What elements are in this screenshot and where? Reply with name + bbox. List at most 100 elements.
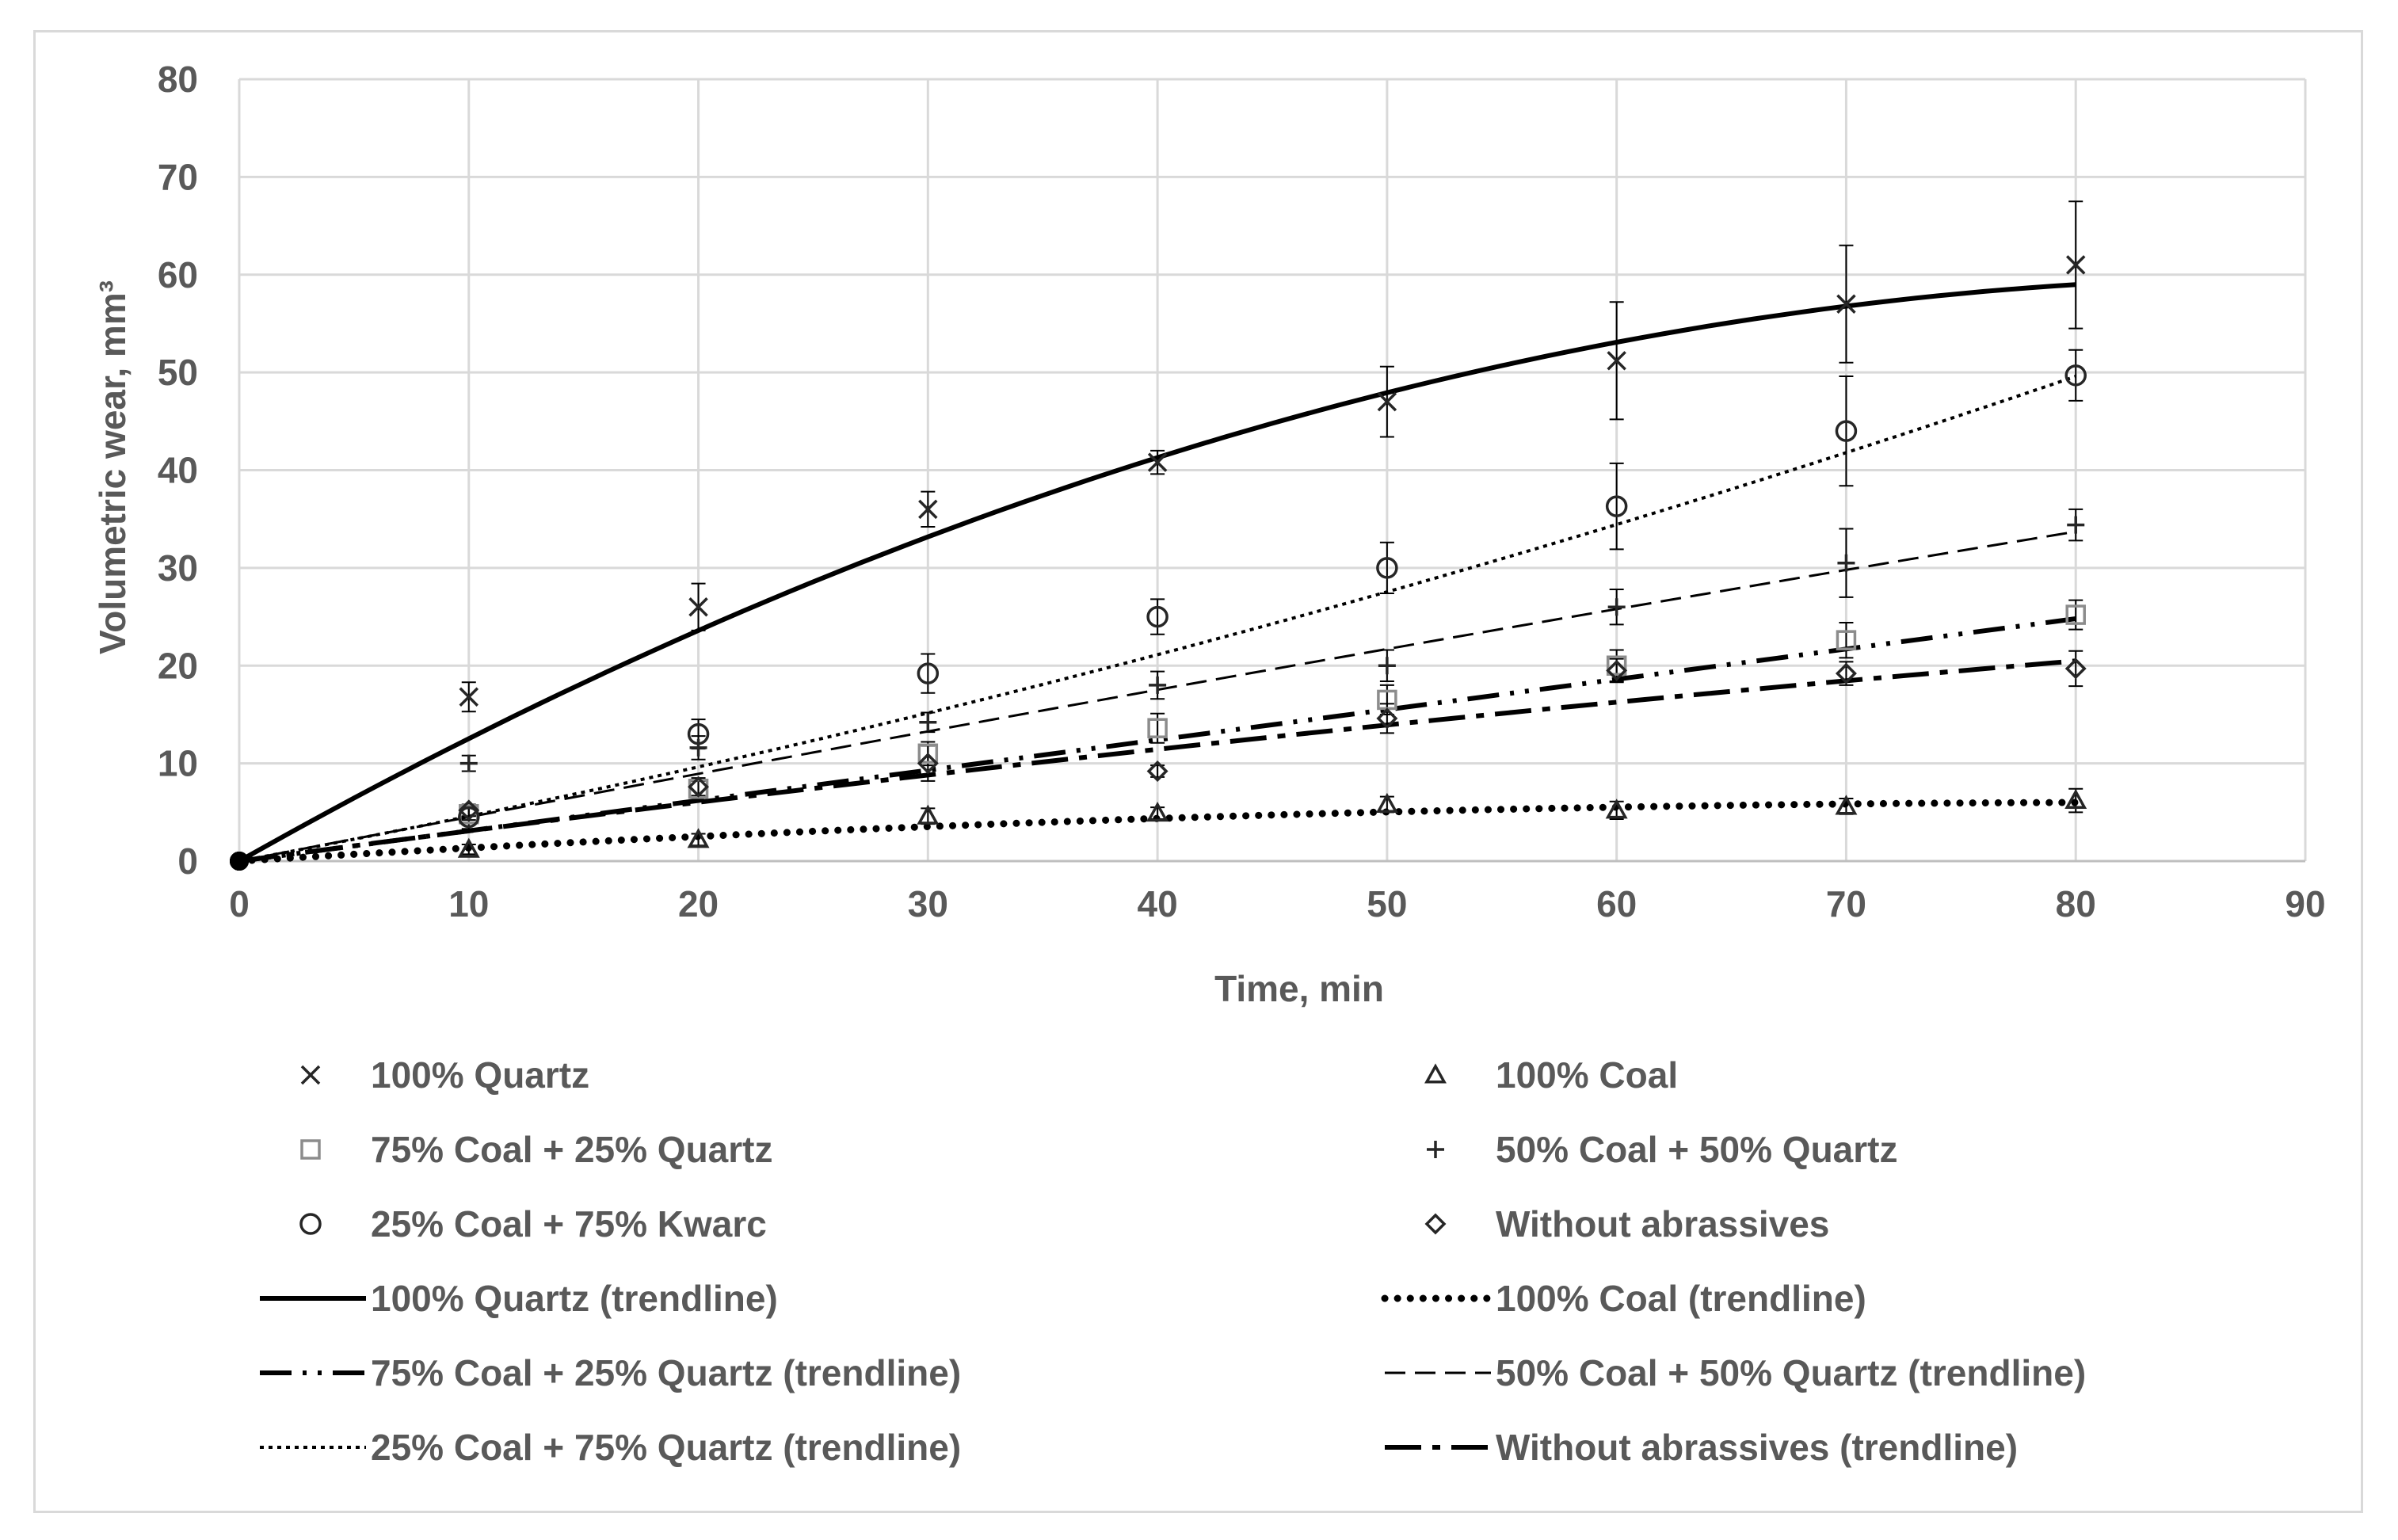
legend-item: Without abrassives (trendline)	[1385, 1427, 2018, 1468]
marker-triangle	[917, 804, 940, 825]
x-tick-label: 50	[1367, 883, 1407, 924]
marker-plus	[1837, 554, 1855, 572]
y-tick-label: 30	[158, 547, 198, 589]
y-tick-label: 20	[158, 645, 198, 686]
y-tick-label: 60	[158, 254, 198, 295]
marker-x	[1836, 294, 1856, 314]
error-bar	[2068, 650, 2083, 688]
marker-circle	[458, 806, 480, 829]
legend-item: 50% Coal + 50% Quartz	[1427, 1129, 1897, 1170]
legend-label: Without abrassives (trendline)	[1496, 1427, 2018, 1468]
marker-x	[1147, 452, 1168, 472]
marker-diamond	[1146, 760, 1169, 782]
marker-plus	[919, 713, 937, 731]
y-axis-title: Volumetric wear, mm³	[92, 280, 133, 654]
error-bar	[2068, 349, 2083, 402]
marker-plus	[1378, 657, 1396, 675]
marker-circle	[1605, 495, 1628, 517]
marker-x	[2065, 255, 2086, 275]
legend-label: 50% Coal + 50% Quartz	[1496, 1129, 1897, 1170]
marker-triangle	[1424, 1063, 1447, 1084]
marker-circle	[1146, 605, 1169, 628]
x-tick-label: 10	[448, 883, 489, 924]
axes	[238, 79, 2305, 863]
marker-triangle	[1146, 801, 1169, 822]
marker-square	[2065, 604, 2086, 625]
marker-diamond	[688, 776, 710, 798]
x-tick-label: 80	[2056, 883, 2096, 924]
marker-circle	[2064, 364, 2087, 387]
data-points	[230, 255, 2087, 871]
marker-triangle	[1835, 795, 1858, 815]
marker-circle	[1835, 420, 1858, 442]
marker-circle	[917, 662, 940, 684]
marker-triangle	[457, 837, 480, 858]
y-tick-label: 10	[158, 743, 198, 784]
marker-circle	[299, 1213, 322, 1235]
legend-item: 100% Coal (trendline)	[1381, 1278, 1866, 1319]
y-tick-label: 80	[158, 59, 198, 100]
x-tick-label: 20	[678, 883, 719, 924]
legend-item: 25% Coal + 75% Kwarc	[299, 1203, 767, 1245]
error-bar	[921, 653, 936, 694]
tick-labels: 0 10 20 30 40 50 60 70 80 0 10 20 30 40 50 60 70 80 90	[158, 59, 2326, 924]
marker-x	[918, 499, 938, 520]
marker-circle	[1376, 557, 1398, 579]
marker-x	[459, 687, 479, 707]
legend-item: Without abrassives	[1424, 1203, 1829, 1245]
marker-plus	[459, 754, 478, 772]
x-tick-label: 40	[1138, 883, 1178, 924]
marker-plus	[1427, 1141, 1444, 1158]
y-tick-label: 70	[158, 156, 198, 197]
trendline	[238, 616, 2076, 863]
marker-diamond	[917, 753, 939, 775]
legend-item: 25% Coal + 75% Quartz (trendline)	[260, 1427, 961, 1468]
marker-diamond	[2064, 658, 2087, 680]
marker-diamond	[1424, 1213, 1447, 1235]
legend-item: 100% Quartz (trendline)	[260, 1278, 778, 1319]
marker-plus	[1149, 676, 1167, 694]
legend-label: 50% Coal + 50% Quartz (trendline)	[1496, 1352, 2086, 1393]
marker-x	[1607, 351, 1626, 371]
error-bar	[1150, 598, 1165, 635]
legend-label: 100% Quartz (trendline)	[371, 1278, 778, 1319]
marker-square	[917, 743, 939, 764]
legend: 100% Quartz 100% Coal 75% Coal + 25% Quart…	[260, 1054, 2086, 1468]
legend-item: 100% Quartz	[300, 1054, 589, 1096]
marker-circle	[687, 722, 710, 745]
x-tick-label: 30	[908, 883, 948, 924]
error-bar	[1839, 621, 1854, 659]
legend-label: Without abrassives	[1496, 1203, 1829, 1245]
marker-square	[1147, 718, 1168, 738]
x-tick-label: 70	[1826, 883, 1866, 924]
trendline	[238, 375, 2076, 863]
y-tick-label: 40	[158, 450, 198, 491]
gridlines	[239, 78, 2307, 863]
marker-triangle	[1605, 799, 1628, 819]
marker-x	[688, 597, 708, 617]
legend-label: 75% Coal + 25% Quartz (trendline)	[371, 1352, 961, 1393]
error-bar	[1150, 712, 1165, 744]
marker-x	[300, 1065, 321, 1085]
x-tick-label: 90	[2285, 883, 2325, 924]
marker-diamond	[458, 799, 480, 821]
legend-label: 100% Quartz	[371, 1054, 589, 1096]
legend-item: 75% Coal + 25% Quartz (trendline)	[260, 1352, 961, 1393]
x-axis-title: Time, min	[1214, 968, 1384, 1009]
x-tick-label: 60	[1596, 883, 1637, 924]
marker-triangle	[1375, 792, 1398, 813]
trendline	[238, 658, 2076, 863]
marker-plus	[1607, 598, 1626, 616]
legend-item: 75% Coal + 25% Quartz	[300, 1129, 772, 1170]
error-bar	[461, 844, 476, 856]
y-tick-label: 50	[158, 352, 198, 393]
error-bar	[1379, 541, 1394, 594]
marker-square	[300, 1139, 321, 1160]
legend-item: 50% Coal + 50% Quartz (trendline)	[1385, 1352, 2086, 1393]
marker-diamond	[1606, 659, 1628, 681]
marker-square	[1836, 630, 1857, 650]
marker-diamond	[1835, 662, 1857, 684]
marker-square	[1606, 655, 1627, 676]
marker-plus	[2067, 516, 2085, 534]
